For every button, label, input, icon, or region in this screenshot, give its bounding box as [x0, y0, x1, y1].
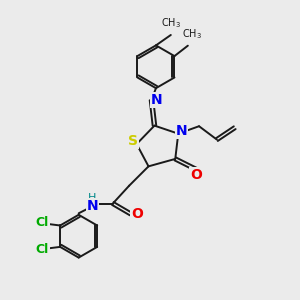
Text: S: S [128, 134, 138, 148]
Text: O: O [190, 168, 202, 182]
Text: N: N [87, 199, 98, 213]
Text: Cl: Cl [36, 216, 49, 229]
Text: Cl: Cl [36, 243, 49, 256]
Text: CH$_3$: CH$_3$ [182, 27, 202, 40]
Text: H: H [88, 193, 96, 203]
Text: N: N [151, 93, 163, 107]
Text: O: O [131, 207, 143, 221]
Text: N: N [176, 124, 188, 138]
Text: CH$_3$: CH$_3$ [161, 16, 181, 30]
